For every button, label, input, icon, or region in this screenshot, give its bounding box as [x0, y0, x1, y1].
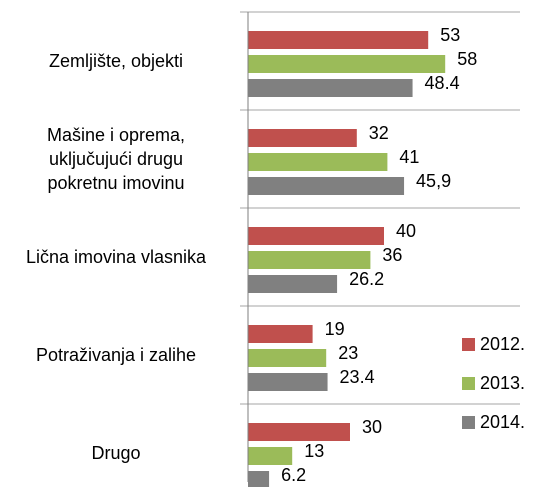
value-label: 23.4 [340, 367, 375, 387]
value-label: 40 [396, 221, 416, 241]
value-label: 41 [399, 147, 419, 167]
bar [248, 251, 371, 269]
value-label: 23 [338, 343, 358, 363]
legend-label: 2014. [480, 412, 525, 432]
bar [248, 349, 327, 367]
value-label: 36 [382, 245, 402, 265]
bar [248, 129, 357, 147]
bar [248, 79, 413, 97]
legend-swatch [462, 377, 475, 390]
value-label: 48.4 [425, 73, 460, 93]
bar [248, 447, 293, 465]
bar [248, 325, 313, 343]
value-label: 58 [457, 49, 477, 69]
bar [248, 153, 388, 171]
value-label: 32 [369, 123, 389, 143]
value-label: 26.2 [349, 269, 384, 289]
bar [248, 177, 405, 195]
value-label: 6.2 [281, 465, 306, 485]
value-label: 30 [362, 417, 382, 437]
bar [248, 373, 328, 391]
category-label: Mašine i oprema, uključujući drugu pokre… [46, 125, 186, 193]
category-label: Zemljište, objekti [48, 51, 184, 71]
category-label: Drugo [91, 443, 141, 463]
bar [248, 423, 350, 441]
bar [248, 31, 429, 49]
legend-swatch [462, 338, 475, 351]
value-label: 53 [440, 25, 460, 45]
legend-label: 2013. [480, 373, 525, 393]
value-label: 19 [325, 319, 345, 339]
bar [248, 275, 338, 293]
category-label: Potraživanja i zalihe [35, 345, 197, 365]
value-label: 45,9 [416, 171, 451, 191]
value-label: 13 [304, 441, 324, 461]
category-label: Lična imovina vlasnika [25, 247, 207, 267]
legend-swatch [462, 416, 475, 429]
legend-label: 2012. [480, 334, 525, 354]
bar [248, 227, 384, 245]
bar [248, 471, 270, 487]
bar [248, 55, 446, 73]
